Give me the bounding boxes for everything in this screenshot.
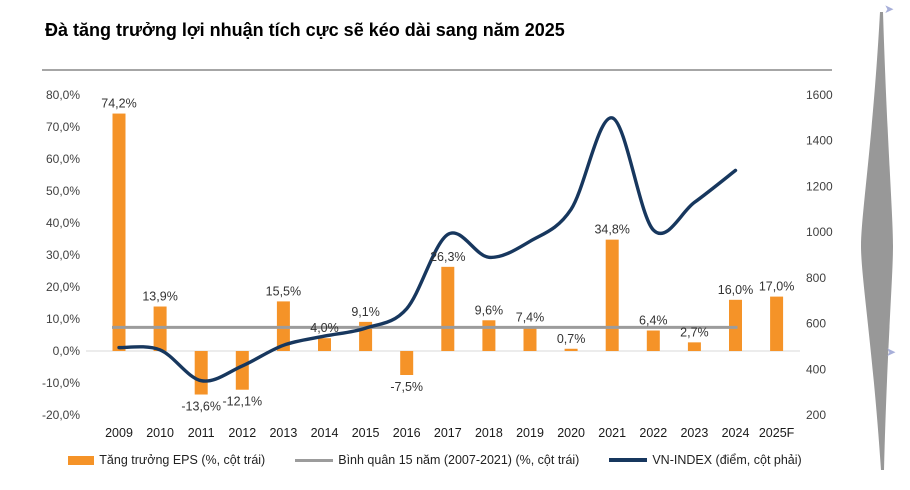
eps-bar-swatch-icon [68, 455, 95, 465]
x-axis-label-2018: 2018 [475, 426, 503, 440]
x-axis-label-2019: 2019 [516, 426, 544, 440]
bar-value-label-2012: -12,1% [222, 395, 262, 409]
bar-value-label-2011: -13,6% [181, 400, 221, 414]
left-axis-tick: 10,0% [46, 312, 80, 326]
left-axis-tick: -20,0% [42, 408, 80, 422]
x-axis-label-2009: 2009 [105, 426, 133, 440]
x-axis-label-2025F: 2025F [759, 426, 795, 440]
x-axis-label-2014: 2014 [311, 426, 339, 440]
right-axis-tick: 1200 [806, 179, 833, 193]
bar-value-label-2023: 2,7% [680, 325, 709, 339]
average-line-swatch-icon [295, 458, 334, 462]
legend-item-vnindex: VN-INDEX (điểm, cột phải) [609, 453, 802, 467]
x-axis-label-2017: 2017 [434, 426, 462, 440]
eps-bar-2012 [235, 351, 249, 390]
x-axis-label-2013: 2013 [269, 426, 297, 440]
bar-value-label-2024: 16,0% [718, 283, 753, 297]
left-axis-tick: 20,0% [46, 280, 80, 294]
left-axis-tick: -10,0% [42, 376, 80, 390]
eps-bar-2016 [400, 351, 414, 375]
x-axis-label-2012: 2012 [228, 426, 256, 440]
right-axis-tick: 1400 [806, 134, 833, 148]
right-axis-tick: 1600 [806, 88, 833, 102]
bar-value-label-2022: 6,4% [639, 314, 668, 328]
chevron-right-icon[interactable]: ➤ [886, 345, 897, 359]
left-axis-tick: 30,0% [46, 248, 80, 262]
right-axis-tick: 600 [806, 317, 826, 331]
bar-value-label-2014: 4,0% [310, 321, 339, 335]
bar-value-label-2018: 9,6% [475, 303, 504, 317]
legend-label-average: Bình quân 15 năm (2007-2021) (%, cột trá… [338, 453, 580, 467]
x-axis-label-2022: 2022 [639, 426, 667, 440]
eps-bar-2021 [605, 239, 619, 351]
legend-item-average: Bình quân 15 năm (2007-2021) (%, cột trá… [295, 453, 579, 467]
bar-value-label-2013: 15,5% [266, 284, 301, 298]
chart-legend: Tăng trưởng EPS (%, cột trái) Bình quân … [0, 453, 870, 467]
left-axis-tick: 50,0% [46, 184, 80, 198]
x-axis-label-2021: 2021 [598, 426, 626, 440]
eps-bar-2018 [482, 320, 496, 351]
right-axis-tick: 200 [806, 408, 826, 422]
vnindex-line-swatch-icon [609, 458, 648, 462]
eps-bar-2020 [564, 348, 578, 351]
x-axis-label-2010: 2010 [146, 426, 174, 440]
eps-bar-2022 [646, 330, 660, 351]
eps-bar-2025F [770, 296, 784, 351]
left-axis-tick: 70,0% [46, 120, 80, 134]
left-axis-tick: 80,0% [46, 88, 80, 102]
left-axis-tick: 40,0% [46, 216, 80, 230]
eps-bar-2017 [441, 266, 455, 351]
page-curl-decoration [861, 12, 893, 470]
x-axis-label-2023: 2023 [680, 426, 708, 440]
x-axis-label-2024: 2024 [722, 426, 750, 440]
right-axis-tick: 800 [806, 271, 826, 285]
x-axis-label-2020: 2020 [557, 426, 585, 440]
bar-value-label-2010: 13,9% [142, 290, 177, 304]
left-axis-tick: 60,0% [46, 152, 80, 166]
bar-value-label-2017: 26,3% [430, 250, 465, 264]
eps-bar-2023 [687, 342, 701, 351]
chevron-right-icon[interactable]: ➤ [884, 2, 895, 16]
x-axis-label-2011: 2011 [188, 426, 215, 440]
legend-label-eps: Tăng trưởng EPS (%, cột trái) [99, 453, 266, 467]
x-axis-label-2016: 2016 [393, 426, 421, 440]
bar-value-label-2020: 0,7% [557, 332, 586, 346]
eps-bar-2009 [112, 113, 126, 351]
eps-bar-2024 [729, 299, 742, 351]
bar-value-label-2015: 9,1% [351, 305, 380, 319]
bar-value-label-2019: 7,4% [516, 310, 545, 324]
right-axis-tick: 400 [806, 362, 826, 376]
eps-bar-2014 [318, 338, 331, 351]
vn-index-line [117, 116, 738, 383]
x-axis-label-2015: 2015 [352, 426, 380, 440]
left-axis-tick: 0,0% [53, 344, 81, 358]
bar-value-label-2021: 34,8% [594, 223, 629, 237]
bar-value-label-2009: 74,2% [101, 97, 136, 111]
eps-bar-2011 [194, 351, 208, 395]
chart-title: Đà tăng trưởng lợi nhuận tích cực sẽ kéo… [45, 20, 565, 40]
eps-bar-2019 [523, 327, 537, 351]
bar-value-label-2025F: 17,0% [759, 280, 794, 294]
right-axis-tick: 1000 [806, 225, 833, 239]
legend-item-eps: Tăng trưởng EPS (%, cột trái) [68, 453, 265, 467]
legend-label-vnindex: VN-INDEX (điểm, cột phải) [652, 453, 802, 467]
bar-value-label-2016: -7,5% [390, 380, 423, 394]
